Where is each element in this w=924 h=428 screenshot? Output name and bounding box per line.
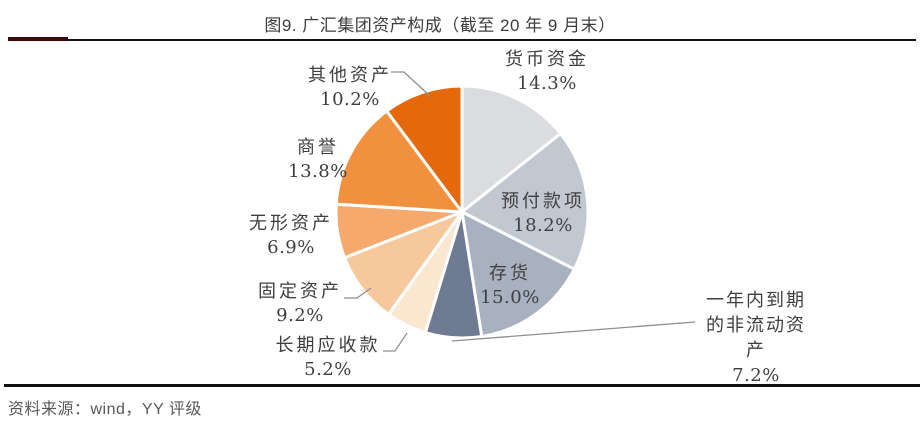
- slice-name: 存货: [489, 263, 531, 284]
- title-rule: [8, 39, 916, 41]
- slice-name: 其他资产: [308, 65, 392, 86]
- slice-name: 长期应收款: [275, 335, 381, 356]
- pie-label-inventory: 存货 15.0%: [480, 262, 540, 310]
- slice-name: 固定资产: [258, 281, 342, 302]
- pie-slices: [334, 84, 590, 340]
- slice-name: 预付款项: [501, 191, 585, 212]
- leader-line-other-assets: [391, 71, 432, 98]
- slice-percent: 7.2%: [732, 365, 780, 386]
- pie-label-non-current-assets-due-within-1-year: 一年内到期的非流动资产 7.2%: [702, 288, 810, 388]
- footer-rule: [4, 384, 920, 387]
- slice-percent: 9.2%: [276, 305, 324, 326]
- slice-percent: 6.9%: [267, 237, 315, 258]
- title-rule-accent: [8, 37, 68, 41]
- leader-lines: [344, 71, 696, 352]
- figure-title: 图9. 广汇集团资产构成（截至 20 年 9 月末）: [264, 16, 616, 35]
- slice-name: 商誉: [297, 137, 339, 158]
- slice-name: 货币资金: [505, 49, 589, 70]
- slice-percent: 18.2%: [513, 215, 573, 236]
- source-note: 资料来源：wind，YY 评级: [8, 401, 202, 418]
- leader-line-long-term-receivables: [383, 332, 408, 352]
- pie-slice-other-assets: [385, 84, 464, 214]
- slice-percent: 10.2%: [320, 89, 380, 110]
- leader-line-fixed-assets: [344, 287, 372, 299]
- pie-label-intangible-assets: 无形资产 6.9%: [249, 212, 333, 260]
- pie-slice-prepayments: [460, 132, 590, 271]
- pie-slice-inventory: [460, 210, 576, 338]
- pie-label-goodwill: 商誉 13.8%: [288, 136, 348, 184]
- pie-label-prepayments: 预付款项 18.2%: [501, 190, 585, 238]
- pie-label-long-term-receivables: 长期应收款 5.2%: [276, 334, 381, 382]
- pie-label-currency-funds: 货币资金 14.3%: [505, 48, 589, 96]
- pie-label-other-assets: 其他资产 10.2%: [308, 64, 392, 112]
- slice-name: 无形资产: [249, 213, 333, 234]
- leader-line-non-current-assets: [451, 321, 696, 342]
- pie-label-fixed-assets: 固定资产 9.2%: [258, 280, 342, 328]
- slice-percent: 13.8%: [288, 161, 348, 182]
- slice-percent: 5.2%: [304, 359, 352, 380]
- slice-percent: 14.3%: [517, 73, 577, 94]
- pie-slice-currency-funds: [460, 84, 563, 214]
- pie-slice-goodwill: [334, 109, 464, 214]
- slice-percent: 15.0%: [480, 287, 540, 308]
- slice-name: 一年内到期的非流动资产: [706, 290, 806, 361]
